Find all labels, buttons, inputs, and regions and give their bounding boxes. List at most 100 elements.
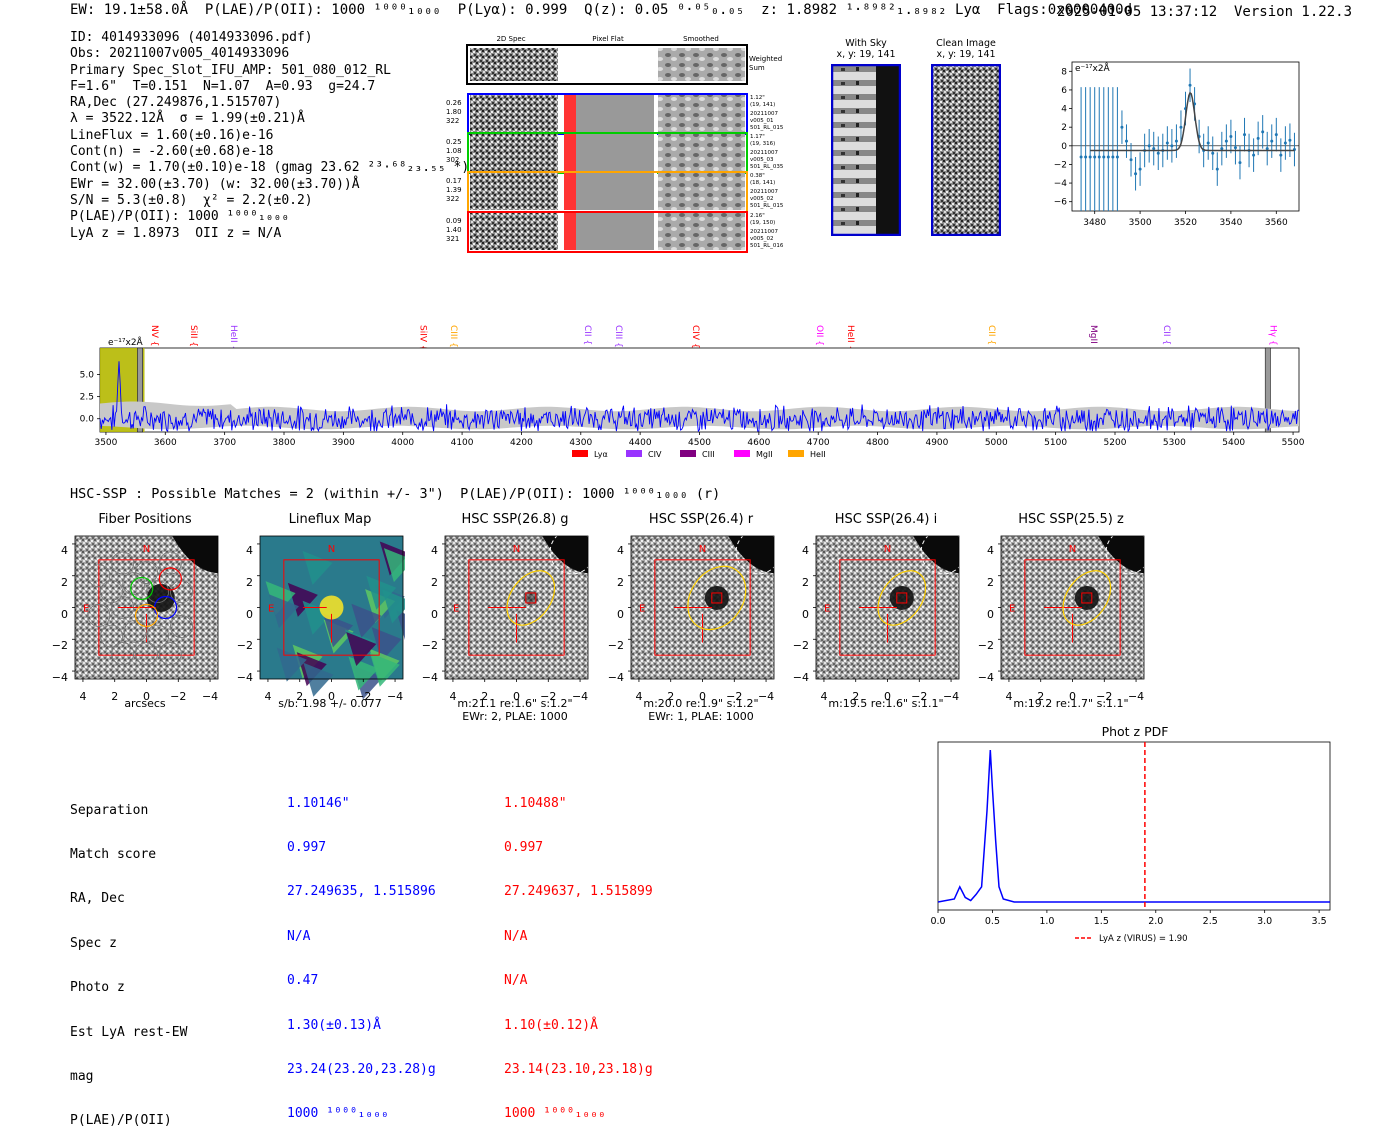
fiber-2d-panel: 2D Spec Pixel Flat Smoothed Weighted Sum… bbox=[440, 32, 790, 257]
cutout-xtick: −4 bbox=[571, 690, 589, 703]
blue-plae: 1000 ¹⁰⁰⁰₁₀₀₀ bbox=[287, 1106, 389, 1122]
lf-xtick: 3540 bbox=[1219, 218, 1242, 228]
svg-text:0.25: 0.25 bbox=[446, 138, 462, 146]
lf-point bbox=[1174, 139, 1178, 143]
svg-text:1.40: 1.40 bbox=[446, 226, 462, 234]
lf-point bbox=[1256, 136, 1260, 140]
fiber-row-1: 0.26 1.80 322 1.12" (19, 141) 20211007 v… bbox=[446, 93, 784, 135]
lf-point bbox=[1129, 158, 1133, 162]
lf-point bbox=[1134, 172, 1138, 176]
legend-label: CIV bbox=[648, 450, 662, 459]
lf-point bbox=[1211, 151, 1215, 155]
lf-point bbox=[1093, 155, 1097, 159]
lf-point bbox=[1261, 130, 1265, 134]
svg-text:501_RL_015: 501_RL_015 bbox=[750, 203, 784, 209]
spectrum-unit: e⁻¹⁷x2Å bbox=[108, 336, 144, 348]
info-wavelength: λ = 3522.12Å σ = 1.99(±0.21)Å bbox=[70, 111, 305, 127]
cutout-ytick: 2 bbox=[617, 575, 624, 589]
match-blue-values: 1.10146" 0.997 27.249635, 1.515896 N/A 0… bbox=[287, 767, 436, 1137]
legend-swatch bbox=[734, 450, 750, 457]
cutout-ytick: −2 bbox=[421, 639, 438, 653]
cutout-xtick: −4 bbox=[942, 690, 960, 703]
cutout-xtick: 2 bbox=[1037, 690, 1045, 703]
cutout-xtick: 2 bbox=[852, 690, 860, 703]
svg-text:501_RL_035: 501_RL_035 bbox=[750, 164, 784, 170]
spec-xtick: 3800 bbox=[273, 438, 296, 448]
galaxy-ellipse bbox=[506, 570, 556, 626]
blue-lya-ew: 1.30(±0.13)Å bbox=[287, 1017, 381, 1033]
spec-xtick: 4900 bbox=[925, 438, 948, 448]
north-label: N bbox=[1069, 544, 1076, 555]
label-match-score: Match score bbox=[70, 846, 157, 862]
red-mag: 23.14(23.10,23.18)g bbox=[504, 1061, 653, 1077]
spec-ytick: 0.0 bbox=[80, 415, 95, 425]
cutout-title: HSC SSP(26.4) r bbox=[648, 512, 754, 527]
lf-point bbox=[1156, 151, 1160, 155]
col-pixel-flat: Pixel Flat bbox=[592, 35, 624, 43]
aperture-box bbox=[283, 559, 380, 656]
label-est-lya: Est LyA rest-EW bbox=[70, 1024, 188, 1040]
north-label: N bbox=[328, 544, 335, 555]
weighted-2d bbox=[470, 48, 558, 81]
flux-trace bbox=[99, 361, 1300, 433]
lf-point bbox=[1224, 139, 1228, 143]
cutout-ytick: 4 bbox=[431, 543, 438, 557]
svg-text:1.12": 1.12" bbox=[750, 95, 765, 101]
fiber-red bbox=[158, 567, 182, 591]
info-lya-z: LyA z = 1.8973 OII z = N/A bbox=[70, 225, 282, 241]
info-sn: S/N = 5.3(±0.8) χ² = 2.2(±0.2) bbox=[70, 192, 313, 208]
cutout-ytick: −4 bbox=[792, 671, 809, 685]
cutout-xtick: 4 bbox=[264, 690, 272, 703]
red-separation: 1.10488" bbox=[504, 795, 567, 811]
east-label: E bbox=[453, 604, 459, 615]
lf-point bbox=[1220, 147, 1224, 151]
east-label: E bbox=[639, 604, 645, 615]
east-label: E bbox=[1009, 604, 1015, 615]
line-label-cii: CII { bbox=[582, 325, 592, 345]
lf-ytick: 2 bbox=[1061, 123, 1067, 133]
spec-xtick: 3600 bbox=[154, 438, 177, 448]
pdf-xtick: 3.0 bbox=[1257, 916, 1272, 927]
cutout-xtick: −2 bbox=[1096, 690, 1113, 703]
east-label: E bbox=[268, 604, 274, 615]
svg-text:0.38": 0.38" bbox=[750, 173, 765, 179]
legend-label: MgII bbox=[756, 450, 773, 459]
blue-separation: 1.10146" bbox=[287, 795, 350, 811]
line-label-nv: NV { bbox=[149, 325, 159, 346]
spec-xtick: 5500 bbox=[1282, 438, 1305, 448]
spec-ytick: 5.0 bbox=[80, 371, 95, 381]
match-red-values: 1.10488" 0.997 27.249637, 1.515899 N/A N… bbox=[504, 767, 653, 1137]
lf-ytick: 6 bbox=[1061, 86, 1067, 96]
detection-info: ID: 4014933096 (4014933096.pdf) Obs: 202… bbox=[70, 30, 469, 242]
cutout-0: Fiber Positions N E bbox=[70, 512, 220, 736]
spec-xtick: 4100 bbox=[451, 438, 474, 448]
cutout-ytick: 4 bbox=[246, 543, 253, 557]
fiber-circle bbox=[146, 580, 170, 604]
cutout-xtick: −2 bbox=[540, 690, 557, 703]
lf-ytick: −2 bbox=[1054, 160, 1067, 170]
match-marker bbox=[711, 592, 723, 604]
with-sky-coords: x, y: 19, 141 bbox=[836, 49, 896, 60]
cutout-caption: EWr: 1, PLAE: 1000 bbox=[648, 710, 754, 723]
cutout-ytick: 4 bbox=[987, 543, 994, 557]
galaxy-ellipse bbox=[1062, 570, 1112, 626]
cutout-xtick: 4 bbox=[635, 690, 643, 703]
cutout-xtick: 2 bbox=[481, 690, 489, 703]
info-plae: P(LAE)/P(OII): 1000 ¹⁰⁰⁰₁₀₀₀ bbox=[70, 209, 290, 225]
cutout-ytick: 0 bbox=[431, 607, 438, 621]
fiber-circle bbox=[170, 615, 193, 638]
line-label-heii: HeII { bbox=[845, 325, 855, 351]
match-marker bbox=[896, 592, 908, 604]
lf-point bbox=[1106, 155, 1110, 159]
spec-xtick: 5000 bbox=[985, 438, 1008, 448]
cutout-xtick: −4 bbox=[386, 690, 404, 703]
blue-radec: 27.249635, 1.515896 bbox=[287, 884, 436, 900]
svg-text:1.17": 1.17" bbox=[750, 134, 765, 140]
match-labels: Separation Match score RA, Dec Spec z Ph… bbox=[70, 774, 187, 1144]
cutout-ytick: −2 bbox=[51, 639, 68, 653]
east-label: E bbox=[824, 604, 830, 615]
cutout-ytick: 0 bbox=[802, 607, 809, 621]
red-spec-z: N/A bbox=[504, 928, 528, 944]
line-label-siii: SiII { bbox=[188, 325, 198, 347]
